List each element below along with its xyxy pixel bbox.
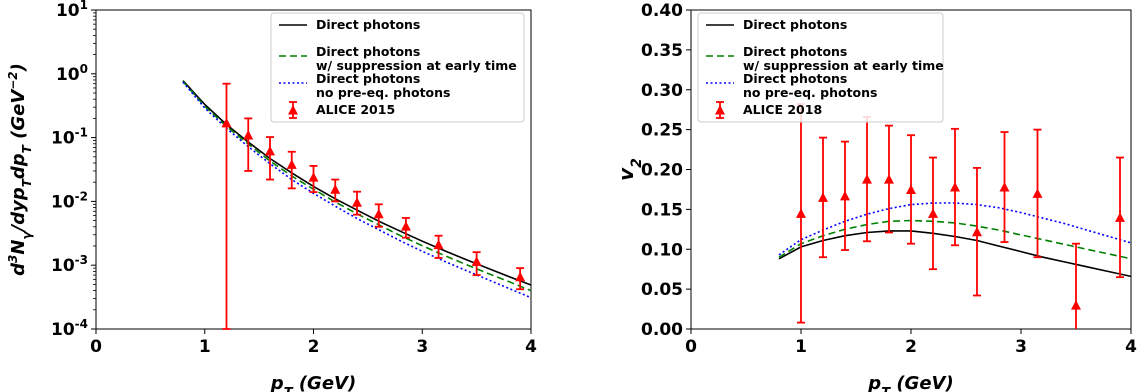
data-point-marker bbox=[373, 208, 384, 219]
x-axis-label: pT (GeV) bbox=[867, 373, 953, 392]
data-point-marker bbox=[433, 239, 444, 250]
data-point-marker bbox=[862, 174, 872, 184]
y-axis-label: d3Nγ/dypTdpT (GeV−2) bbox=[6, 63, 34, 276]
data-point-marker bbox=[1115, 212, 1125, 222]
legend-box bbox=[270, 12, 525, 123]
data-point-marker bbox=[972, 226, 982, 237]
data-point-marker bbox=[243, 129, 254, 140]
legend-marker bbox=[715, 105, 725, 115]
x-tick-label: 2 bbox=[308, 337, 320, 357]
x-tick-label: 1 bbox=[199, 337, 211, 357]
y-tick-label: 0.25 bbox=[641, 121, 683, 141]
y-tick-label: 0.00 bbox=[641, 320, 683, 340]
series-line bbox=[182, 81, 532, 299]
x-tick-label: 4 bbox=[1125, 337, 1137, 357]
y-tick-label: 0.10 bbox=[641, 240, 683, 260]
legend-label: Direct photons bbox=[316, 71, 420, 86]
panel-spectrum: 0 1 2 3 4 10-4 10-3 10-2 10-1 100 101 pT (GeV) d3Nγ/… bbox=[6, 0, 537, 392]
data-point-marker bbox=[999, 182, 1010, 192]
legend-label: no pre-eq. photons bbox=[316, 85, 450, 100]
y-tick-label: 10-2 bbox=[51, 189, 88, 212]
legend-label: w/ suppression at early time bbox=[316, 58, 517, 73]
legend-label: Direct photons bbox=[316, 44, 420, 59]
y-tick-label: 0.05 bbox=[641, 280, 683, 300]
y-tick-label: 10-3 bbox=[51, 253, 88, 276]
x-tick-label: 0 bbox=[685, 337, 697, 357]
legend-label: ALICE 2015 bbox=[316, 102, 395, 117]
y-tick-label: 0.35 bbox=[641, 41, 683, 61]
legend-label: Direct photons bbox=[743, 17, 847, 32]
data-point-marker bbox=[884, 174, 894, 184]
data-point-marker bbox=[308, 172, 319, 182]
data-point-marker bbox=[906, 184, 916, 194]
x-tick-label: 2 bbox=[905, 337, 917, 357]
data-point-marker bbox=[1071, 300, 1081, 310]
y-tick-label: 101 bbox=[56, 0, 88, 21]
x-tick-label: 4 bbox=[525, 337, 537, 357]
legend-label: Direct photons bbox=[316, 17, 420, 32]
legend-label: no pre-eq. photons bbox=[743, 85, 877, 100]
legend-label: w/ suppression at early time bbox=[743, 58, 944, 73]
data-point-marker bbox=[928, 208, 938, 218]
y-tick-label: 0.20 bbox=[641, 161, 683, 181]
data-point-marker bbox=[818, 192, 828, 202]
data-point-marker bbox=[796, 208, 806, 218]
x-tick-label: 3 bbox=[1015, 337, 1027, 357]
y-tick-label: 100 bbox=[56, 62, 88, 85]
data-point-marker bbox=[1032, 188, 1043, 198]
data-point-marker bbox=[286, 159, 297, 169]
data-point-marker bbox=[400, 221, 411, 231]
data-point-marker bbox=[330, 184, 341, 194]
x-tick-label: 1 bbox=[795, 337, 807, 357]
y-tick-label: 0.40 bbox=[641, 1, 683, 21]
panel-v2: 0 1 2 3 4 0.00 0.05 0.10 0.15 0.20 0.25 0.30 0.35 0.4… bbox=[614, 1, 1137, 392]
series-line bbox=[778, 202, 1132, 256]
data-point-marker bbox=[840, 190, 850, 201]
legend-box bbox=[697, 12, 944, 123]
y-axis-label: v2 bbox=[614, 158, 645, 181]
data-point-marker bbox=[950, 182, 960, 192]
legend-marker bbox=[288, 105, 298, 115]
legend-label: ALICE 2018 bbox=[743, 102, 822, 117]
data-point-marker bbox=[221, 117, 232, 128]
legend-label: Direct photons bbox=[743, 71, 847, 86]
x-tick-label: 0 bbox=[90, 337, 102, 357]
data-point-marker bbox=[265, 145, 275, 156]
y-tick-label: 0.30 bbox=[641, 81, 683, 101]
data-point-marker bbox=[352, 197, 362, 207]
data-point-marker bbox=[471, 256, 482, 266]
legend-label: Direct photons bbox=[743, 44, 847, 59]
data-point-marker bbox=[515, 271, 526, 282]
y-tick-label: 0.15 bbox=[641, 200, 683, 220]
x-tick-label: 3 bbox=[416, 337, 428, 357]
y-tick-label: 10-1 bbox=[51, 126, 88, 149]
x-axis-label: pT (GeV) bbox=[270, 373, 356, 392]
y-tick-label: 10-4 bbox=[51, 317, 88, 340]
